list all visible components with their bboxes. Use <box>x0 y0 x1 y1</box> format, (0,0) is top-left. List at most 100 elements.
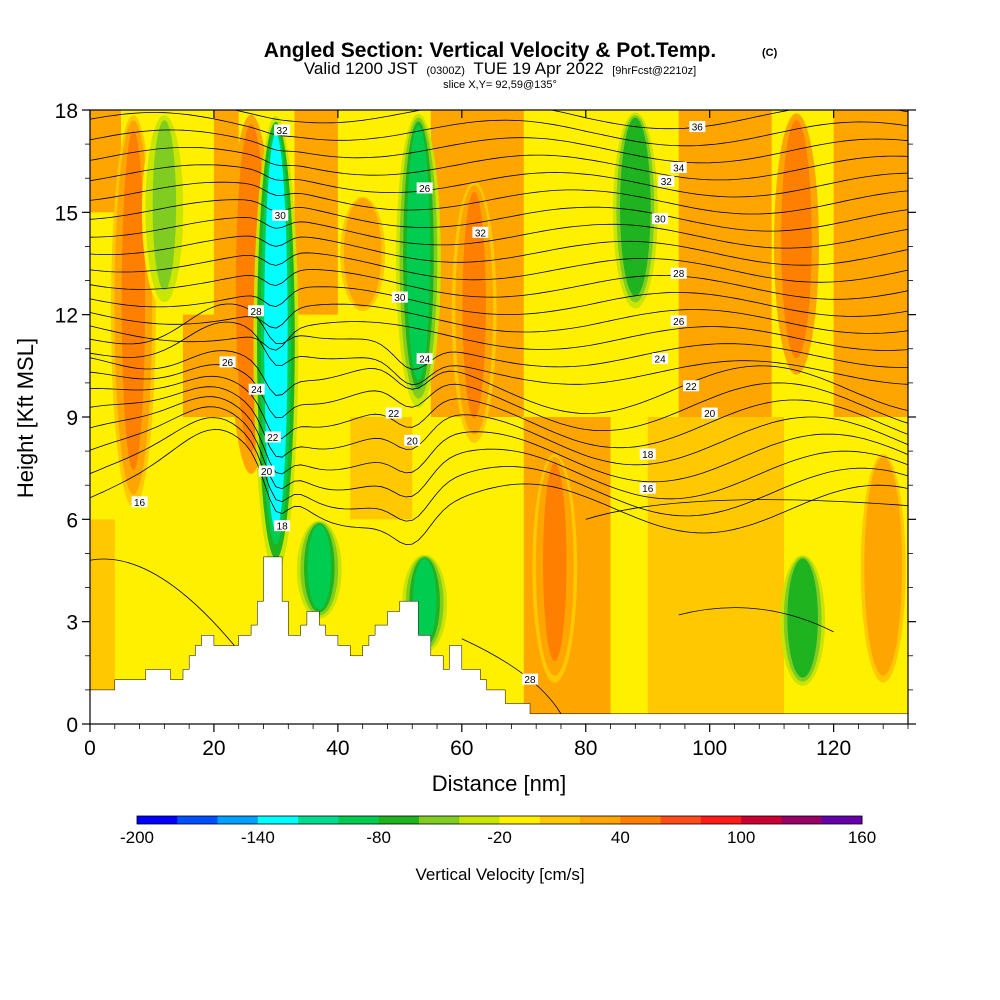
contour-label: 32 <box>658 175 675 188</box>
updraft-cell <box>871 463 895 662</box>
updraft-cell <box>543 463 567 662</box>
svg-text:20: 20 <box>704 409 716 420</box>
terrain-mask <box>90 556 908 724</box>
x-tick-label: 40 <box>326 737 349 760</box>
svg-text:24: 24 <box>251 385 263 396</box>
svg-text:34: 34 <box>673 163 685 174</box>
colorbar-swatch <box>781 816 823 824</box>
contour-label: 34 <box>670 161 687 174</box>
svg-text:18: 18 <box>642 450 654 461</box>
contour-label: 32 <box>274 124 291 137</box>
svg-text:20: 20 <box>407 436 419 447</box>
y-tick-label: 3 <box>66 612 78 635</box>
isentrope-line <box>90 321 908 351</box>
colorbar-swatch <box>821 816 863 824</box>
svg-text:32: 32 <box>475 228 487 239</box>
isentrope-line <box>90 406 908 500</box>
subtitle-fcst: [9hrFcst@2210z] <box>612 65 696 77</box>
chart-title-mark: (C) <box>762 47 778 59</box>
isentrope-line <box>90 417 908 522</box>
colorbar-swatch <box>741 816 782 824</box>
subtitle-date: TUE 19 Apr 2022 <box>473 59 603 78</box>
isentrope-line <box>90 386 908 466</box>
isentrope-line <box>90 129 908 164</box>
contour-label: 30 <box>272 209 289 222</box>
svg-text:32: 32 <box>277 126 289 137</box>
downdraft-cell <box>264 133 288 531</box>
contour-label: 28 <box>248 305 265 318</box>
colorbar-swatch <box>459 816 500 824</box>
y-tick-label: 6 <box>66 509 78 532</box>
svg-text:22: 22 <box>686 382 698 393</box>
y-tick-label: 12 <box>55 305 78 328</box>
colorbar-tick-label: 100 <box>727 828 755 847</box>
x-tick-label: 0 <box>84 737 96 760</box>
colorbar: -200 -140 -80 -20 40 100 160 <box>120 815 876 847</box>
contour-label: 20 <box>701 407 718 420</box>
isentrope-line <box>90 429 908 546</box>
contour-label: 16 <box>131 496 148 509</box>
colorbar-swatch <box>580 816 621 824</box>
contour-label: 24 <box>248 383 265 396</box>
colorbar-tick-label: -200 <box>120 828 154 847</box>
isentrope-line <box>90 350 908 415</box>
colorbar-swatch <box>499 816 541 824</box>
contour-label: 16 <box>639 482 656 495</box>
svg-text:24: 24 <box>419 355 431 366</box>
x-tick-label: 120 <box>816 737 851 760</box>
contour-label: 20 <box>258 465 275 478</box>
colorbar-tick-label: -140 <box>241 828 275 847</box>
svg-text:24: 24 <box>655 355 667 366</box>
colorbar-swatch <box>660 816 702 824</box>
contour-label: 24 <box>416 353 433 366</box>
svg-text:30: 30 <box>394 293 406 304</box>
isentrope-line <box>90 269 908 300</box>
contour-label: 22 <box>264 431 281 444</box>
y-tick-label: 15 <box>55 202 78 225</box>
x-tick-label: 20 <box>202 737 225 760</box>
downdraft-cell <box>152 120 177 291</box>
contour-label: 24 <box>652 353 669 366</box>
velocity-region <box>294 110 338 315</box>
contour-label: 22 <box>385 407 402 420</box>
x-tick-label: 80 <box>574 737 597 760</box>
isentrope-line <box>90 252 908 283</box>
svg-text:26: 26 <box>673 317 685 328</box>
contour-label: 32 <box>472 226 489 239</box>
y-tick-label: 18 <box>55 100 78 123</box>
colorbar-swatch <box>700 816 742 824</box>
isentrope-line <box>90 303 908 334</box>
slice-label: slice X,Y= 92,59@135° <box>443 79 557 91</box>
x-axis-label: Distance [nm] <box>432 771 567 796</box>
colorbar-swatch <box>298 816 339 824</box>
velocity-region <box>647 417 785 724</box>
svg-text:30: 30 <box>655 215 667 226</box>
colorbar-tick-label: -80 <box>366 828 391 847</box>
contour-label: 26 <box>416 182 433 195</box>
chart-subtitle: Valid 1200 JST (0300Z) TUE 19 Apr 2022 [… <box>304 59 696 78</box>
contour-label: 18 <box>274 520 291 533</box>
colorbar-tick-label: 160 <box>848 828 876 847</box>
isentrope-line <box>90 396 908 483</box>
colorbar-swatch <box>257 816 299 824</box>
colorbar-swatch <box>418 816 460 824</box>
colorbar-tick-label: -20 <box>487 828 512 847</box>
colorbar-label: Vertical Velocity [cm/s] <box>415 865 584 884</box>
svg-text:16: 16 <box>642 484 654 495</box>
isentrope-line <box>90 235 908 266</box>
isentrope-line <box>90 303 908 370</box>
svg-text:36: 36 <box>692 123 704 134</box>
contour-label: 28 <box>670 267 687 280</box>
colorbar-frame <box>136 815 863 825</box>
plot-area: 3230282624222018163634323028262422201816… <box>90 110 908 724</box>
downdraft-cell <box>790 560 815 674</box>
isentrope-line <box>90 286 908 317</box>
contour-label: 22 <box>683 380 700 393</box>
svg-text:18: 18 <box>277 522 289 533</box>
colorbar-swatch <box>217 816 259 824</box>
svg-text:22: 22 <box>388 409 400 420</box>
downdraft-cell <box>406 125 431 381</box>
contour-label: 20 <box>404 434 421 447</box>
updraft-cell <box>462 191 486 419</box>
